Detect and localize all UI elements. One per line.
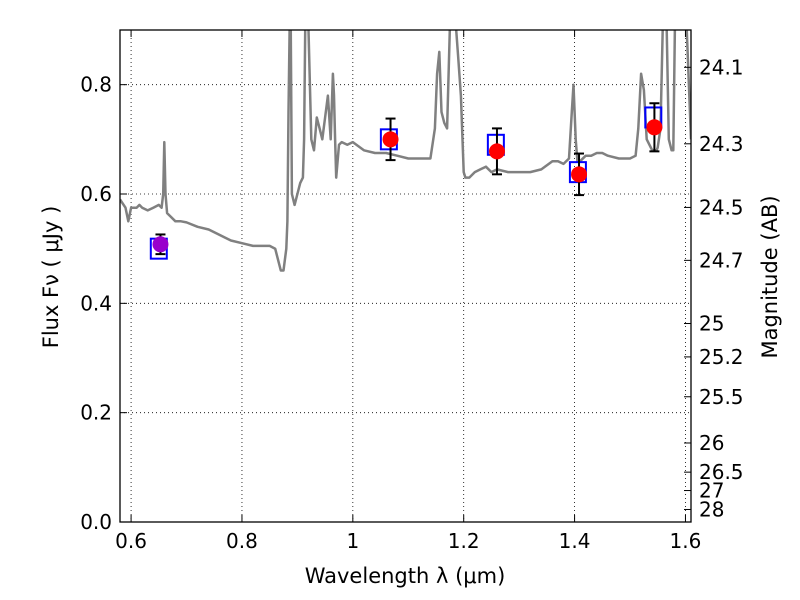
plot-area (120, 30, 691, 272)
observed-point (646, 102, 663, 153)
mag-tick-label: 26.5 (699, 460, 744, 484)
x-tick-label: 1.2 (448, 529, 480, 553)
x-tick-label: 0.8 (226, 529, 258, 553)
mag-tick-label: 25.5 (699, 385, 744, 409)
observed-point (152, 233, 169, 256)
observed-point (488, 127, 505, 176)
mag-tick-label: 24.1 (699, 55, 744, 79)
plot-frame (119, 29, 692, 523)
y-tick-label: 0.2 (80, 401, 112, 425)
x-tick-label: 1 (346, 529, 359, 553)
y-axis-label: Flux Fν ( μJy ) (39, 206, 63, 349)
markers (149, 102, 663, 260)
plot-background (120, 30, 691, 522)
mag-tick-label: 27 (699, 479, 724, 503)
observed-point (382, 117, 399, 162)
observed-marker (571, 166, 588, 183)
observed-marker (152, 236, 169, 253)
y-axis: 0.0 0.2 0.4 0.6 0.8 (80, 73, 127, 534)
magnitude-axis-label: Magnitude (AB) (758, 195, 782, 358)
mag-tick-label: 24.7 (699, 248, 744, 272)
mag-tick-label: 26 (699, 431, 724, 455)
mag-tick-label: 24.3 (699, 132, 744, 156)
mag-tick-label: 28 (699, 497, 724, 521)
x-axis: 0.6 0.8 1 1.2 1.4 1.6 (115, 30, 701, 553)
mag-tick-label: 24.5 (699, 195, 744, 219)
x-tick-label: 1.4 (559, 529, 591, 553)
mag-tick-label: 25 (699, 312, 724, 336)
model-spectrum-line (120, 30, 691, 272)
observed-marker (488, 143, 505, 160)
y-tick-label: 0.0 (80, 510, 112, 534)
y-tick-label: 0.4 (80, 291, 112, 315)
mag-tick-label: 25.2 (699, 345, 744, 369)
y-tick-label: 0.6 (80, 182, 112, 206)
x-tick-label: 1.6 (670, 529, 702, 553)
x-axis-label: Wavelength λ (μm) (305, 564, 506, 588)
x-tick-label: 0.6 (115, 529, 147, 553)
observed-marker (646, 119, 663, 136)
y-tick-label: 0.8 (80, 73, 112, 97)
observed-point (571, 152, 588, 197)
observed-marker (382, 131, 399, 148)
